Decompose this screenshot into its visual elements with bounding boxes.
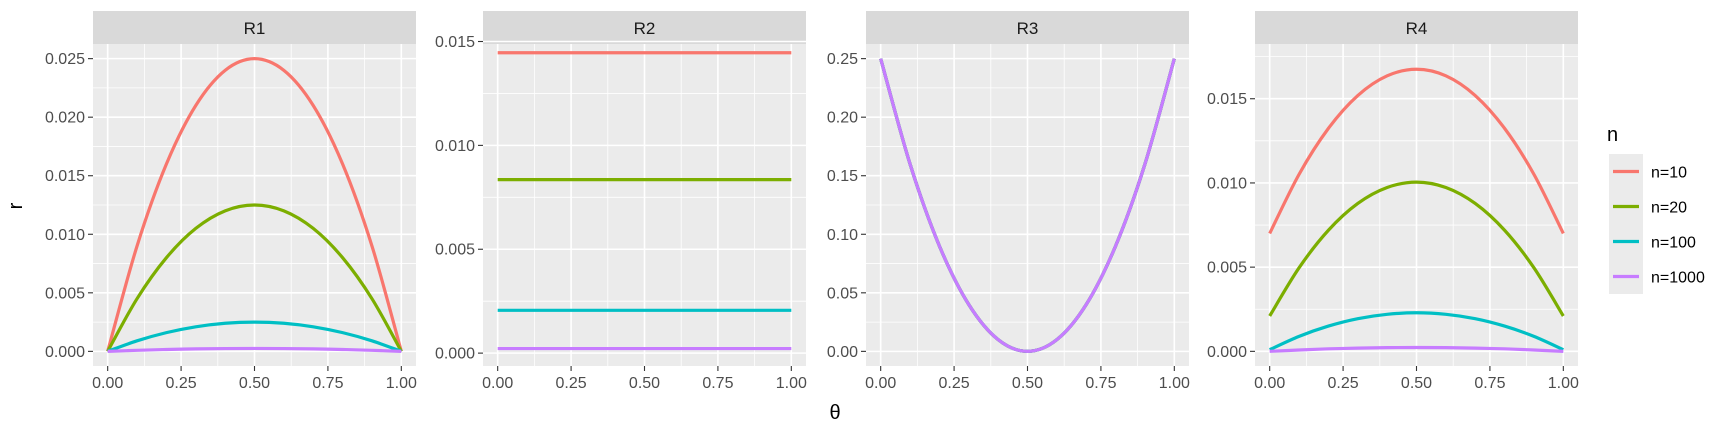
grid-lines xyxy=(483,40,806,366)
facet-panel-r4: R4 0.00 0.25 0.50 0.75 1.00 0.000 0.005 0.010 0.0… xyxy=(1207,11,1579,392)
y-tick-label: 0.25 xyxy=(827,51,858,68)
x-tick-label: 0.75 xyxy=(1474,375,1505,392)
facet-strip xyxy=(866,11,1189,44)
x-tick-label: 1.00 xyxy=(1548,375,1579,392)
y-tick-label: 0.15 xyxy=(827,168,858,185)
series-lines xyxy=(497,51,792,351)
series-line-n-100 xyxy=(1269,311,1564,352)
y-tick-label: 0.020 xyxy=(45,110,85,127)
y-tick-label: 0.025 xyxy=(45,51,85,68)
facet-title: R3 xyxy=(1017,19,1039,38)
y-tick-label: 0.000 xyxy=(45,344,85,361)
x-tick-label: 0.75 xyxy=(702,375,733,392)
facet-panel-r2: R2 0.00 0.25 0.50 0.75 1.00 0.000 0.005 0.010 0.0… xyxy=(435,11,807,392)
y-tick-label: 0.000 xyxy=(1207,344,1247,361)
y-tick-label: 0.010 xyxy=(435,138,475,155)
y-tick-label: 0.015 xyxy=(45,168,85,185)
legend: n n=10 n=20 n=100 n=1000 xyxy=(1607,124,1705,294)
series-line-n-100 xyxy=(107,320,402,353)
y-tick-label: 0.05 xyxy=(827,285,858,302)
facet-panels: R1 0.00 0.25 0.50 0.75 1.00 0.000 0.005 0.010 0.0… xyxy=(45,11,1579,392)
y-tick-label: 0.005 xyxy=(45,285,85,302)
x-tick-label: 0.75 xyxy=(312,375,343,392)
legend-item-n-100: n=100 xyxy=(1609,224,1696,259)
x-tick-label: 0.00 xyxy=(865,375,896,392)
x-tick-label: 0.25 xyxy=(556,375,587,392)
legend-title: n xyxy=(1607,124,1618,146)
y-axis-title: r xyxy=(5,202,27,209)
x-tick-label: 1.00 xyxy=(386,375,417,392)
facet-panel-r3: R3 0.00 0.25 0.50 0.75 1.00 0.00 0.05 0.10 0.15 0.… xyxy=(827,11,1190,392)
y-tick-label: 0.005 xyxy=(1207,260,1247,277)
series-line-n-10 xyxy=(106,57,403,352)
series-lines xyxy=(879,58,1176,353)
x-tick-label: 0.25 xyxy=(939,375,970,392)
x-tick-label: 0.00 xyxy=(1254,375,1285,392)
legend-item-n-10: n=10 xyxy=(1609,154,1687,189)
y-tick-label: 0.005 xyxy=(435,242,475,259)
grid-lines xyxy=(866,44,1189,366)
y-tick-label: 0.015 xyxy=(435,34,475,51)
legend-label: n=10 xyxy=(1651,165,1687,182)
x-tick-label: 0.50 xyxy=(629,375,660,392)
facet-strip xyxy=(1255,11,1578,44)
y-tick-label: 0.010 xyxy=(1207,175,1247,192)
y-tick-label: 0.10 xyxy=(827,227,858,244)
y-tick-label: 0.00 xyxy=(827,344,858,361)
series-line-n-1000 xyxy=(879,58,1176,353)
series-line-n-1000 xyxy=(1269,345,1564,353)
series-lines xyxy=(1268,67,1565,353)
series-line-n-1000 xyxy=(107,346,402,353)
facet-title: R2 xyxy=(634,19,656,38)
series-line-n-10 xyxy=(1268,67,1565,235)
y-tick-label: 0.20 xyxy=(827,110,858,127)
y-tick-label: 0.000 xyxy=(435,346,475,363)
legend-label: n=20 xyxy=(1651,200,1687,217)
series-line-n-20 xyxy=(1268,180,1565,317)
y-tick-label: 0.010 xyxy=(45,227,85,244)
x-tick-label: 0.25 xyxy=(166,375,197,392)
series-lines xyxy=(106,57,403,353)
y-tick-label: 0.015 xyxy=(1207,91,1247,108)
facet-strip xyxy=(483,11,806,44)
x-tick-label: 0.00 xyxy=(482,375,513,392)
x-tick-label: 0.75 xyxy=(1085,375,1116,392)
legend-item-n-1000: n=1000 xyxy=(1609,259,1705,294)
facet-panel-r1: R1 0.00 0.25 0.50 0.75 1.00 0.000 0.005 0.010 0.0… xyxy=(45,11,417,392)
legend-keys: n=10 n=20 n=100 n=1000 xyxy=(1609,154,1705,294)
x-tick-label: 1.00 xyxy=(1159,375,1190,392)
legend-label: n=1000 xyxy=(1651,270,1705,287)
x-tick-label: 1.00 xyxy=(776,375,807,392)
legend-item-n-20: n=20 xyxy=(1609,189,1687,224)
x-tick-label: 0.25 xyxy=(1328,375,1359,392)
x-tick-label: 0.50 xyxy=(1012,375,1043,392)
facet-strip xyxy=(93,11,416,44)
facet-title: R1 xyxy=(244,19,266,38)
legend-label: n=100 xyxy=(1651,235,1696,252)
x-tick-label: 0.50 xyxy=(1401,375,1432,392)
facet-title: R4 xyxy=(1406,19,1428,38)
x-tick-label: 0.00 xyxy=(92,375,123,392)
series-line-n-20 xyxy=(106,203,403,353)
x-axis-title: θ xyxy=(829,402,840,424)
x-tick-label: 0.50 xyxy=(239,375,270,392)
